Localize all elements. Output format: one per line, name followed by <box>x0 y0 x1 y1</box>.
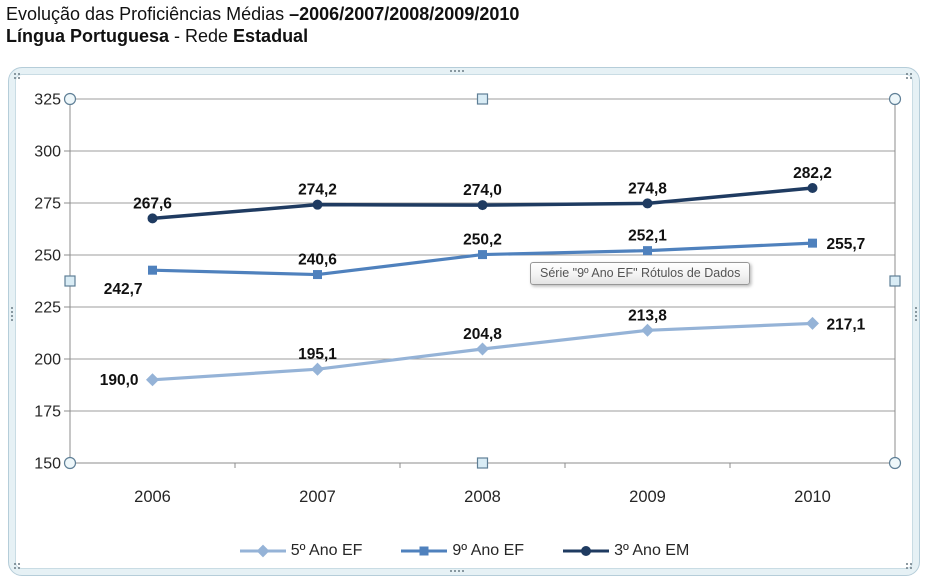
frame-grip-right[interactable] <box>914 306 918 322</box>
title-segment: - Rede <box>169 26 234 46</box>
legend-marker-diamond-icon <box>239 544 286 558</box>
series-1-marker[interactable] <box>310 362 325 376</box>
y-tick-label: 300 <box>34 144 61 161</box>
frame-grip-bottom[interactable] <box>449 569 465 573</box>
data-label: 217,1 <box>827 316 866 333</box>
selection-handle-edge[interactable] <box>889 275 901 287</box>
frame-grip-left[interactable] <box>10 306 14 322</box>
series-3-marker[interactable] <box>642 198 653 209</box>
legend-item-9-ano-ef[interactable]: 9º Ano EF <box>400 542 524 560</box>
x-tick-label[interactable]: 2006 <box>134 488 171 506</box>
series-3-marker[interactable] <box>477 200 488 211</box>
data-label: 274,0 <box>463 182 502 199</box>
data-label: 250,2 <box>463 232 502 249</box>
x-tick-label[interactable]: 2008 <box>464 488 501 506</box>
series-2-marker[interactable] <box>478 250 487 260</box>
y-tick-label: 200 <box>34 352 61 369</box>
frame-grip-corner[interactable] <box>905 562 913 570</box>
selection-tooltip: Série "9º Ano EF" Rótulos de Dados <box>530 262 751 285</box>
data-label: 274,8 <box>628 180 667 197</box>
legend-label: 5º Ano EF <box>290 542 363 559</box>
data-label: 252,1 <box>628 228 667 245</box>
series-1-marker[interactable] <box>640 323 655 337</box>
selection-handle-corner[interactable] <box>888 456 902 470</box>
selection-handle-corner[interactable] <box>63 92 77 106</box>
legend-item-3-ano-em[interactable]: 3º Ano EM <box>562 542 689 560</box>
series-1-marker[interactable] <box>475 342 490 356</box>
series-2-marker[interactable] <box>313 270 322 280</box>
series-2-marker[interactable] <box>148 265 157 275</box>
series-3-marker[interactable] <box>147 213 158 224</box>
title-segment: Língua Portuguesa <box>6 26 170 46</box>
data-label: 255,7 <box>827 236 866 253</box>
series-3-marker[interactable] <box>807 183 818 194</box>
x-tick-label[interactable]: 2010 <box>794 488 831 506</box>
data-label: 190,0 <box>100 372 139 389</box>
selection-handle-edge[interactable] <box>476 93 489 105</box>
series-3-marker[interactable] <box>312 199 323 210</box>
data-label: 267,6 <box>133 195 172 212</box>
legend-label: 3º Ano EM <box>614 542 690 559</box>
frame-grip-corner[interactable] <box>905 72 913 80</box>
title-segment: Estadual <box>233 26 309 46</box>
frame-grip-corner[interactable] <box>13 72 21 80</box>
chart-title: Evolução das Proficiências Médias –2006/… <box>6 3 519 47</box>
data-label: 204,8 <box>463 326 502 343</box>
selection-tooltip-text: Série "9º Ano EF" Rótulos de Dados <box>540 266 741 280</box>
data-label: 213,8 <box>628 307 667 324</box>
data-label: 195,1 <box>298 346 337 363</box>
series-1-marker[interactable] <box>805 316 820 330</box>
data-label: 274,2 <box>298 182 337 199</box>
legend-item-5-ano-ef[interactable]: 5º Ano EF <box>239 542 363 560</box>
legend-marker-square-icon <box>401 546 448 556</box>
title-line-1: Evolução das Proficiências Médias –2006/… <box>6 3 519 25</box>
title-line-2: Língua Portuguesa - Rede Estadual <box>6 25 519 47</box>
frame-grip-top[interactable] <box>449 69 465 73</box>
series-2-marker[interactable] <box>643 246 652 256</box>
data-label: 242,7 <box>104 281 143 298</box>
title-segment: –2006/2007/2008/2009/2010 <box>289 4 520 24</box>
y-tick-label: 325 <box>34 92 61 109</box>
title-segment: Evolução das Proficiências Médias <box>6 4 290 24</box>
series-2-marker[interactable] <box>808 238 817 248</box>
x-tick-label[interactable]: 2007 <box>299 488 336 506</box>
x-tick-label[interactable]: 2009 <box>629 488 666 506</box>
y-tick-label: 275 <box>34 196 61 213</box>
legend-marker-circle-icon <box>563 546 610 556</box>
y-tick-label: 175 <box>34 404 61 421</box>
selection-handle-corner[interactable] <box>63 456 77 470</box>
data-label: 282,2 <box>793 165 832 182</box>
y-tick-label: 250 <box>34 248 61 265</box>
legend-label: 9º Ano EF <box>452 542 525 559</box>
y-tick-label: 150 <box>34 456 61 473</box>
chart-object-frame[interactable] <box>8 67 920 576</box>
data-label: 240,6 <box>298 252 337 269</box>
selection-handle-corner[interactable] <box>888 92 902 106</box>
frame-grip-corner[interactable] <box>13 562 21 570</box>
selection-handle-edge[interactable] <box>476 457 489 469</box>
chart-legend: 5º Ano EF 9º Ano EF 3º Ano EM <box>8 537 920 565</box>
selection-handle-edge[interactable] <box>64 275 76 287</box>
y-tick-label: 225 <box>34 300 61 317</box>
series-1-marker[interactable] <box>145 373 160 387</box>
